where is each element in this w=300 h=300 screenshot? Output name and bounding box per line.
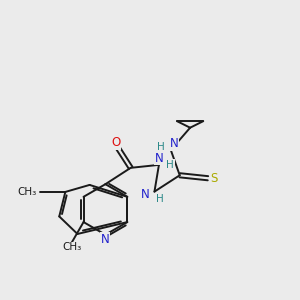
Text: H: H <box>156 194 164 204</box>
Text: S: S <box>210 172 218 185</box>
Text: N: N <box>169 137 178 150</box>
Text: N: N <box>101 233 110 246</box>
Text: CH₃: CH₃ <box>62 242 81 252</box>
Text: H: H <box>166 160 174 170</box>
Text: N: N <box>141 188 149 201</box>
Text: CH₃: CH₃ <box>18 187 37 197</box>
Text: N: N <box>154 152 163 165</box>
Text: O: O <box>111 136 120 149</box>
Text: H: H <box>157 142 164 152</box>
